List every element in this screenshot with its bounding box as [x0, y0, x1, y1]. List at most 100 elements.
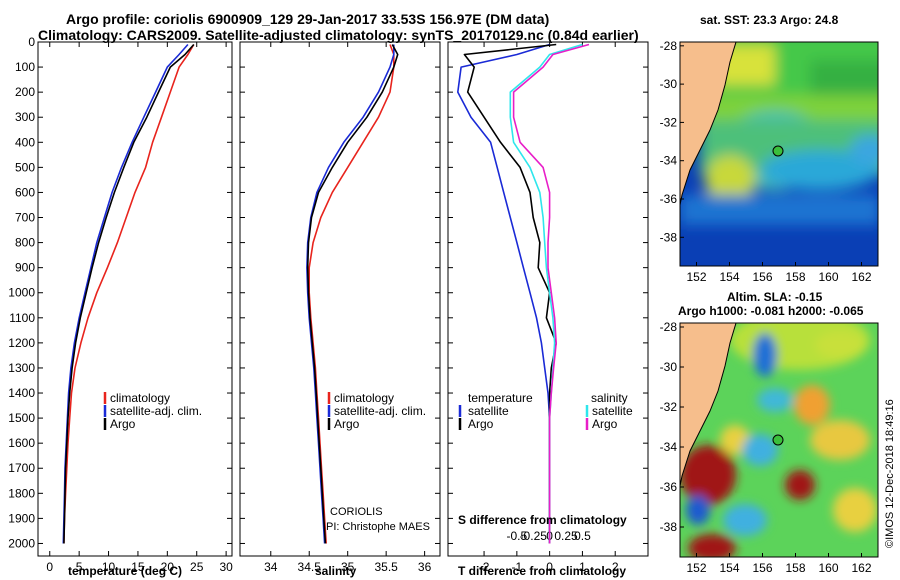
x-tick-label: -1	[512, 560, 523, 574]
y-tick-label: 0	[28, 35, 35, 49]
map-y-tick-label: -34	[660, 154, 678, 168]
sst-map-frame	[679, 41, 879, 267]
y-tick-label: 1400	[8, 386, 35, 400]
x-tick-label: 30	[219, 560, 233, 574]
map-y-tick-label: -28	[660, 320, 678, 334]
x-tick-label: 0	[546, 560, 553, 574]
series-line-satellite-adj-clim-	[62, 43, 189, 544]
map-x-tick-label: 152	[686, 561, 706, 575]
y-tick-label: 1900	[8, 511, 35, 525]
sla-map-frame	[679, 322, 879, 558]
x-tick-label: 36	[418, 560, 432, 574]
sla-map-ticks: 152 154 156 158 160 162 -28 -30 -32 -34 -36 -38	[660, 320, 872, 575]
pi-annotation: PI: Christophe MAES	[326, 521, 430, 533]
map-y-tick-label: -30	[660, 360, 678, 374]
temperature-panel-ticks: 0 5 10 15 20 25 300100200300400500600700800900…	[8, 35, 233, 574]
legend-label-t-satellite: satellite	[468, 404, 509, 418]
s-difference-title: S difference from climatology	[458, 513, 627, 527]
salinity-profiles	[306, 44, 399, 544]
series-line-climatology	[63, 44, 195, 544]
sla-patch-cyan	[757, 388, 793, 412]
y-tick-label: 100	[15, 60, 35, 74]
legend-label-s-satellite: satellite	[592, 404, 633, 418]
series-line-satellite	[509, 43, 583, 544]
sla-eddy-red-3	[688, 534, 736, 557]
sla-eddy-red-1	[680, 445, 736, 505]
sla-map-title: Altim. SLA: -0.15	[727, 290, 823, 304]
legend-label-satellite: satellite-adj. clim.	[334, 404, 426, 418]
map-y-tick-label: -38	[660, 230, 678, 244]
x-tick-label: 35	[341, 560, 355, 574]
figure-title-line2: Climatology: CARS2009. Satellite-adjuste…	[38, 27, 639, 43]
x-tick-label: 34.5	[298, 560, 322, 574]
s-diff-tick-label: -0.25	[520, 529, 548, 543]
sst-map	[680, 42, 878, 266]
temperature-profiles	[62, 43, 195, 544]
series-line-satellite	[456, 43, 551, 544]
x-tick-label: 20	[161, 560, 175, 574]
figure-title-line1: Argo profile: coriolis 6900909_129 29-Ja…	[66, 11, 549, 27]
legend-label-climatology: climatology	[334, 391, 394, 405]
y-tick-label: 1300	[8, 361, 35, 375]
coriolis-annotation: CORIOLIS	[330, 506, 383, 518]
sla-field	[680, 323, 877, 557]
temperature-legend: climatology satellite-adj. clim. Argo	[103, 391, 202, 431]
y-tick-label: 400	[15, 135, 35, 149]
legend-label-satellite: satellite-adj. clim.	[110, 404, 202, 418]
x-tick-label: 10	[102, 560, 116, 574]
y-tick-label: 1600	[8, 436, 35, 450]
y-tick-label: 700	[15, 211, 35, 225]
series-line-argo	[306, 44, 399, 544]
series-line-argo	[63, 43, 195, 544]
sla-eddy-blue-1	[753, 333, 777, 377]
map-x-tick-label: 158	[785, 561, 805, 575]
map-y-tick-label: -32	[660, 115, 678, 129]
y-tick-label: 1500	[8, 411, 35, 425]
series-line-argo	[512, 43, 590, 544]
salinity-panel-ticks: 34 34.5 35 35.5 36	[240, 41, 440, 574]
legend-label-argo: Argo	[334, 417, 360, 431]
map-y-tick-label: -30	[660, 77, 678, 91]
difference-xlabel: T difference from climatology	[458, 564, 626, 578]
y-tick-label: 1200	[8, 336, 35, 350]
map-y-tick-label: -36	[660, 480, 678, 494]
map-y-tick-label: -36	[660, 192, 678, 206]
sst-argo-marker	[772, 145, 784, 157]
x-tick-label: 0	[46, 560, 53, 574]
map-y-tick-label: -34	[660, 440, 678, 454]
y-tick-label: 600	[15, 185, 35, 199]
x-tick-label: 5	[76, 560, 83, 574]
series-line-satellite-adj-clim-	[306, 44, 395, 544]
sla-patch-cyan-2	[742, 434, 778, 466]
sst-band-blue	[680, 195, 878, 225]
map-x-tick-label: 156	[752, 270, 772, 284]
sla-patch-yellow-4	[833, 488, 877, 532]
map-x-tick-label: 160	[818, 561, 838, 575]
sla-eddy-blue-2	[686, 495, 710, 525]
difference-legend: temperature satellite Argo salinity sate…	[458, 391, 633, 431]
salinity-panel-frame	[239, 41, 441, 557]
y-tick-label: 500	[15, 160, 35, 174]
sla-map-subtitle: Argo h1000: -0.081 h2000: -0.065	[678, 304, 864, 318]
legend-label-t-argo: Argo	[468, 417, 494, 431]
y-tick-label: 1700	[8, 461, 35, 475]
sst-map-ticks: 152 154 156 158 160 162 -28 -30 -32 -34 -36 -38	[660, 39, 872, 284]
x-tick-label: 25	[190, 560, 204, 574]
map-x-tick-label: 152	[686, 270, 706, 284]
sla-patch-yellow-3	[810, 420, 870, 460]
y-tick-label: 200	[15, 85, 35, 99]
x-tick-label: -2	[479, 560, 490, 574]
s-diff-tick-label: 0.25	[554, 529, 578, 543]
legend-label-s-argo: Argo	[592, 417, 618, 431]
y-tick-label: 1000	[8, 286, 35, 300]
map-x-tick-label: 156	[752, 561, 772, 575]
sst-coastal-warm	[705, 155, 755, 205]
x-tick-label: 15	[131, 560, 145, 574]
y-tick-label: 1100	[9, 311, 35, 325]
s-diff-tick-label: -0.5	[507, 529, 528, 543]
y-tick-label: 2000	[8, 536, 35, 550]
x-tick-label: 34	[264, 560, 278, 574]
difference-panel-frame	[447, 41, 649, 557]
map-x-tick-label: 160	[818, 270, 838, 284]
x-tick-label: 1	[579, 560, 586, 574]
